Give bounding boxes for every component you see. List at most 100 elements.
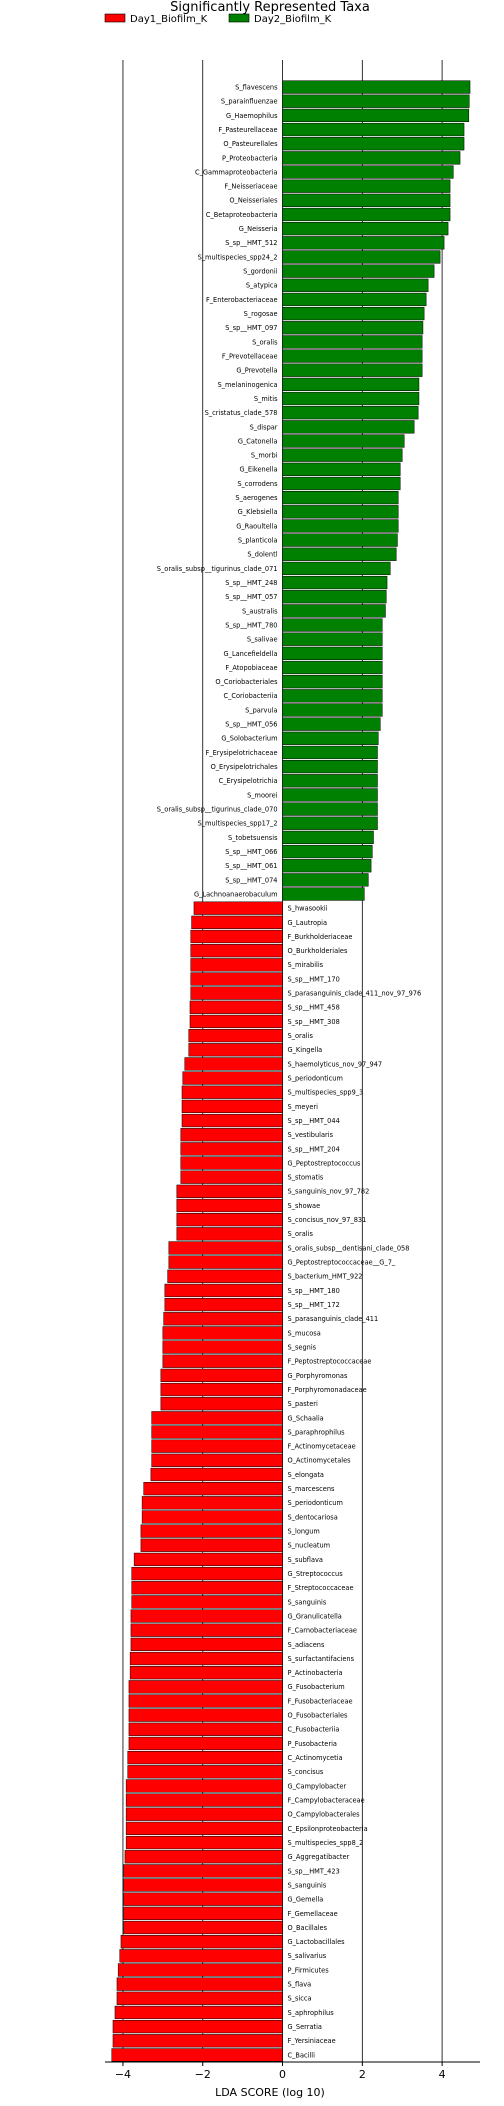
- bar-label-129: F_Gemellaceae: [288, 1910, 338, 1918]
- bar-label-48: O_Erysipelotrichales: [211, 763, 279, 771]
- bar-label-7: F_Neisseriaceae: [224, 183, 277, 191]
- bar-92: [160, 1382, 283, 1397]
- bar-label-87: S_parasanguinis_clade_411: [288, 1315, 379, 1323]
- bar-89: [162, 1340, 283, 1354]
- bar-label-107: S_sanguinis: [288, 1598, 327, 1606]
- bar-label-58: S_hwasookii: [288, 905, 328, 913]
- bar-126: [123, 1864, 283, 1878]
- bar-label-60: F_Burkholderiaceae: [288, 933, 353, 941]
- bar-45: [282, 717, 381, 731]
- bar-label-74: S_vestibularis: [288, 1131, 334, 1139]
- bar-label-53: S_tobetsuensis: [228, 834, 278, 842]
- bar-68: [188, 1043, 283, 1057]
- bar-label-59: G_Lautropia: [288, 919, 328, 927]
- bar-127: [123, 1878, 283, 1892]
- bar-29: [282, 491, 399, 505]
- bar-65: [189, 1000, 283, 1014]
- legend: Day1_Biofilm_K Day2_Biofilm_K: [104, 13, 332, 25]
- x-tick-label-4: 4: [439, 2068, 446, 2081]
- bar-label-0: S_flavescens: [235, 83, 278, 91]
- bar-21: [282, 377, 420, 391]
- bar-22: [282, 391, 420, 406]
- bar-49: [282, 774, 378, 788]
- bar-label-122: O_Campylobacterales: [288, 1811, 361, 1819]
- bar-label-79: S_showae: [288, 1202, 321, 1210]
- bar-label-82: S_oralis_subsp__dentisani_clade_058: [288, 1244, 410, 1252]
- bar-48: [282, 760, 378, 774]
- bar-59: [191, 915, 283, 929]
- x-axis-label: LDA SCORE (log 10): [215, 2086, 325, 2099]
- bar-label-62: S_mirabilis: [288, 961, 324, 969]
- bar-63: [190, 972, 283, 986]
- x-tick-label-1: −2: [195, 2068, 211, 2081]
- bar-19: [282, 349, 423, 363]
- bar-98: [150, 1467, 283, 1482]
- bar-75: [180, 1142, 283, 1156]
- bar-31: [282, 519, 399, 533]
- bar-78: [176, 1184, 283, 1198]
- bar-label-65: S_sp__HMT_458: [288, 1004, 340, 1012]
- bar-label-19: F_Prevotellaceae: [222, 352, 278, 360]
- bar-label-42: O_Coriobacteriales: [215, 678, 278, 686]
- bar-52: [282, 816, 378, 830]
- bar-5: [282, 151, 461, 165]
- bar-97: [151, 1453, 283, 1467]
- bar-37: [282, 604, 386, 618]
- bar-108: [130, 1609, 283, 1623]
- bar-label-103: S_nucleatum: [288, 1542, 331, 1550]
- bar-12: [282, 250, 441, 264]
- bar-109: [130, 1623, 283, 1637]
- legend-swatch-1: [228, 13, 250, 23]
- bar-label-101: S_dentocariosa: [288, 1513, 338, 1521]
- bar-label-50: S_moorei: [247, 791, 278, 799]
- bar-label-133: P_Firmicutes: [288, 1966, 330, 1974]
- bar-91: [160, 1368, 283, 1382]
- bar-label-3: F_Pasteurellaceae: [218, 126, 277, 134]
- x-tick-label-3: 2: [359, 2068, 366, 2081]
- legend-swatch-0: [104, 13, 126, 23]
- bar-36: [282, 590, 387, 604]
- bar-label-84: S_bacterium_HMT_922: [288, 1273, 363, 1281]
- bar-label-47: F_Erysipelotrichaceae: [206, 749, 278, 757]
- bar-64: [190, 986, 283, 1000]
- bar-label-106: F_Streptococcaceae: [288, 1584, 354, 1592]
- bar-label-5: P_Proteobacteria: [222, 154, 278, 162]
- bar-14: [282, 278, 429, 292]
- bar-label-86: S_sp__HMT_172: [288, 1301, 340, 1309]
- bar-95: [151, 1425, 283, 1439]
- bar-label-31: G_Raoultella: [236, 522, 277, 530]
- bar-label-25: G_Catonella: [238, 437, 278, 445]
- bar-label-93: S_pasteri: [288, 1400, 318, 1408]
- bar-label-117: P_Fusobacteria: [288, 1740, 337, 1748]
- bar-label-128: G_Gemella: [288, 1896, 324, 1904]
- bar-131: [120, 1935, 283, 1949]
- bar-10: [282, 222, 449, 236]
- bar-57: [282, 887, 365, 901]
- bar-47: [282, 745, 378, 760]
- x-axis: −4 −2 0 2 4: [105, 2061, 480, 2081]
- bar-77: [180, 1170, 283, 1184]
- bar-135: [116, 1991, 283, 2005]
- bar-118: [127, 1751, 283, 1765]
- bar-label-75: S_sp__HMT_204: [288, 1145, 340, 1153]
- bar-72: [181, 1099, 283, 1114]
- bar-label-80: S_concisus_nov_97_831: [288, 1216, 367, 1224]
- bar-label-90: F_Peptostreptococcaceae: [288, 1358, 372, 1366]
- bar-label-73: S_sp__HMT_044: [288, 1117, 340, 1125]
- bar-label-100: S_periodonticum: [288, 1499, 343, 1507]
- legend-label-0: Day1_Biofilm_K: [130, 14, 208, 25]
- bar-79: [176, 1198, 283, 1213]
- bar-80: [176, 1213, 283, 1227]
- bar-label-43: C_Coriobacteriia: [223, 692, 277, 700]
- bar-105: [131, 1566, 283, 1581]
- bar-label-67: S_oralis: [288, 1032, 314, 1040]
- bar-85: [164, 1283, 283, 1298]
- bar-129: [123, 1906, 283, 1920]
- bar-label-77: S_stomatis: [288, 1174, 324, 1182]
- bar-label-119: S_concisus: [288, 1768, 324, 1776]
- bar-122: [125, 1807, 283, 1821]
- bar-41: [282, 660, 383, 675]
- bar-label-20: G_Prevotella: [236, 367, 277, 375]
- bar-label-17: S_sp__HMT_097: [225, 324, 277, 332]
- bar-71: [181, 1085, 283, 1099]
